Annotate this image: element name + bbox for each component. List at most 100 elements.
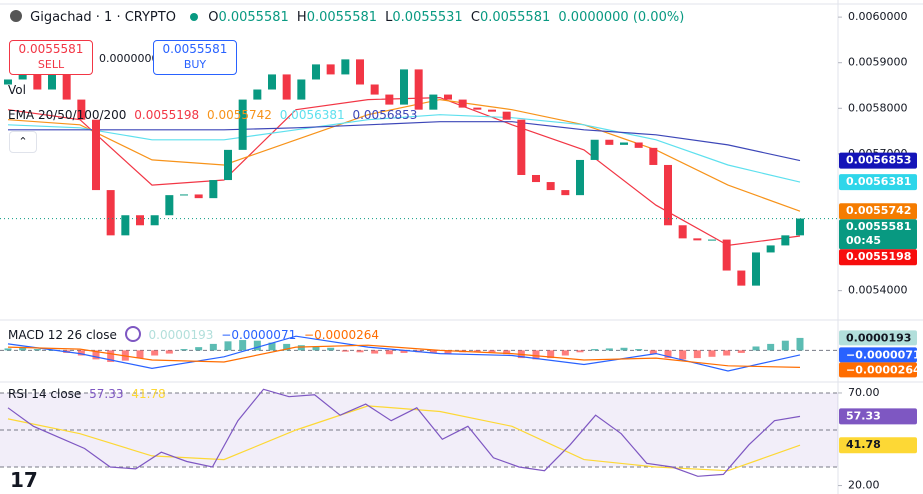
collapse-button[interactable]: ⌃ — [9, 131, 37, 153]
candle — [488, 109, 496, 112]
histogram-bar — [165, 350, 173, 354]
histogram-bar — [136, 350, 144, 359]
candle — [429, 94, 438, 110]
buy-price: 0.0055581 — [162, 42, 228, 56]
candle — [532, 174, 540, 183]
price-label — [839, 408, 917, 425]
macd-title: MACD 12 26 close — [8, 328, 117, 342]
candle — [165, 195, 174, 216]
ema-legend: EMA 20/50/100/200 0.0055198 0.0055742 0.… — [8, 108, 421, 122]
y-tick-label: 0.0059000 — [848, 56, 908, 69]
candle — [766, 245, 775, 253]
ema-value: 0.0055742 — [207, 108, 272, 122]
candle — [444, 94, 452, 100]
candle — [238, 99, 247, 150]
ohlc-value: 0.0055581 — [479, 10, 551, 25]
histogram-bar — [209, 343, 217, 351]
candle — [180, 194, 188, 196]
histogram-bar — [605, 348, 613, 351]
rsi-value: 41.78 — [131, 387, 166, 401]
candle — [517, 119, 526, 175]
histogram-bar — [180, 349, 188, 351]
candle — [649, 147, 658, 165]
histogram-bar — [752, 346, 760, 351]
macd-value: 0.0000193 — [148, 328, 214, 342]
histogram-bar — [576, 350, 584, 353]
price-label — [839, 437, 917, 454]
histogram-bar — [767, 343, 775, 351]
candle — [312, 64, 320, 80]
macd-legend: MACD 12 26 close 0.0000193 −0.0000071 −0… — [8, 326, 383, 342]
ohlc-key: O — [208, 10, 219, 25]
histogram-bar — [385, 350, 393, 355]
ema-value: 0.0056853 — [352, 108, 418, 122]
candle — [150, 215, 159, 226]
candle — [121, 215, 130, 236]
candle — [33, 74, 42, 90]
candle — [781, 235, 790, 246]
histogram-bar — [429, 350, 437, 353]
candle — [106, 190, 115, 236]
candle — [268, 74, 276, 90]
y-tick-label: 0.0060000 — [848, 10, 908, 23]
header: Gigachad · 1 · CRYPTO O0.0055581 H0.0055… — [10, 10, 688, 25]
y-tick-label: 20.00 — [848, 479, 880, 492]
histogram-bar — [693, 350, 701, 359]
histogram-bar — [488, 350, 496, 353]
histogram-bar — [297, 345, 305, 351]
price-label — [839, 347, 917, 363]
histogram-bar — [268, 342, 276, 351]
candle — [136, 215, 144, 226]
candle — [634, 142, 643, 148]
symbol-icon — [10, 10, 22, 22]
histogram-bar — [723, 350, 731, 356]
rsi-line — [7, 388, 801, 477]
change: 0.0000000 (0.00%) — [558, 10, 685, 25]
histogram-bar — [620, 347, 628, 351]
histogram-bar — [283, 343, 291, 351]
candle — [356, 59, 364, 85]
candle — [62, 69, 71, 100]
ohlc-value: 0.0055531 — [392, 10, 463, 25]
histogram-bar — [591, 349, 599, 351]
histogram-bar — [547, 350, 555, 359]
price-label — [839, 203, 917, 220]
candle — [605, 139, 614, 145]
histogram-bar — [532, 350, 540, 360]
ohlc-key: C — [470, 10, 480, 25]
settings-icon[interactable] — [124, 326, 141, 342]
buy-button[interactable]: 0.0055581 BUY — [153, 40, 237, 75]
rsi-line — [7, 405, 801, 472]
price-label-text: 41.78 — [846, 438, 881, 451]
candle — [708, 239, 716, 241]
ema-line — [7, 98, 801, 212]
candle — [400, 69, 408, 105]
candle — [385, 94, 394, 105]
candle — [458, 99, 467, 108]
histogram-bar — [356, 350, 364, 353]
symbol[interactable]: Gigachad · 1 · CRYPTO — [30, 10, 176, 25]
candle — [48, 69, 56, 90]
status-dot — [190, 13, 199, 21]
histogram-bar — [781, 340, 789, 351]
candle — [590, 139, 599, 160]
rsi-title: RSI 14 close — [8, 387, 82, 401]
sell-button[interactable]: 0.0055581 SELL — [9, 40, 93, 75]
histogram-bar — [635, 349, 643, 351]
candle — [253, 89, 262, 100]
candle — [796, 218, 804, 236]
histogram-bar — [503, 350, 511, 355]
histogram-bar — [195, 347, 203, 351]
price-label-text: 0.0055742 — [846, 204, 911, 217]
candle — [4, 79, 12, 85]
price-label-text: 0.0056853 — [846, 154, 911, 167]
candle — [209, 180, 218, 199]
sell-label: SELL — [37, 58, 65, 71]
histogram-bar — [737, 350, 745, 353]
price-label-text: 0.0000193 — [846, 331, 911, 344]
ema-title: EMA 20/50/100/200 — [8, 108, 127, 122]
candle — [752, 252, 760, 286]
histogram-bar — [151, 350, 159, 356]
